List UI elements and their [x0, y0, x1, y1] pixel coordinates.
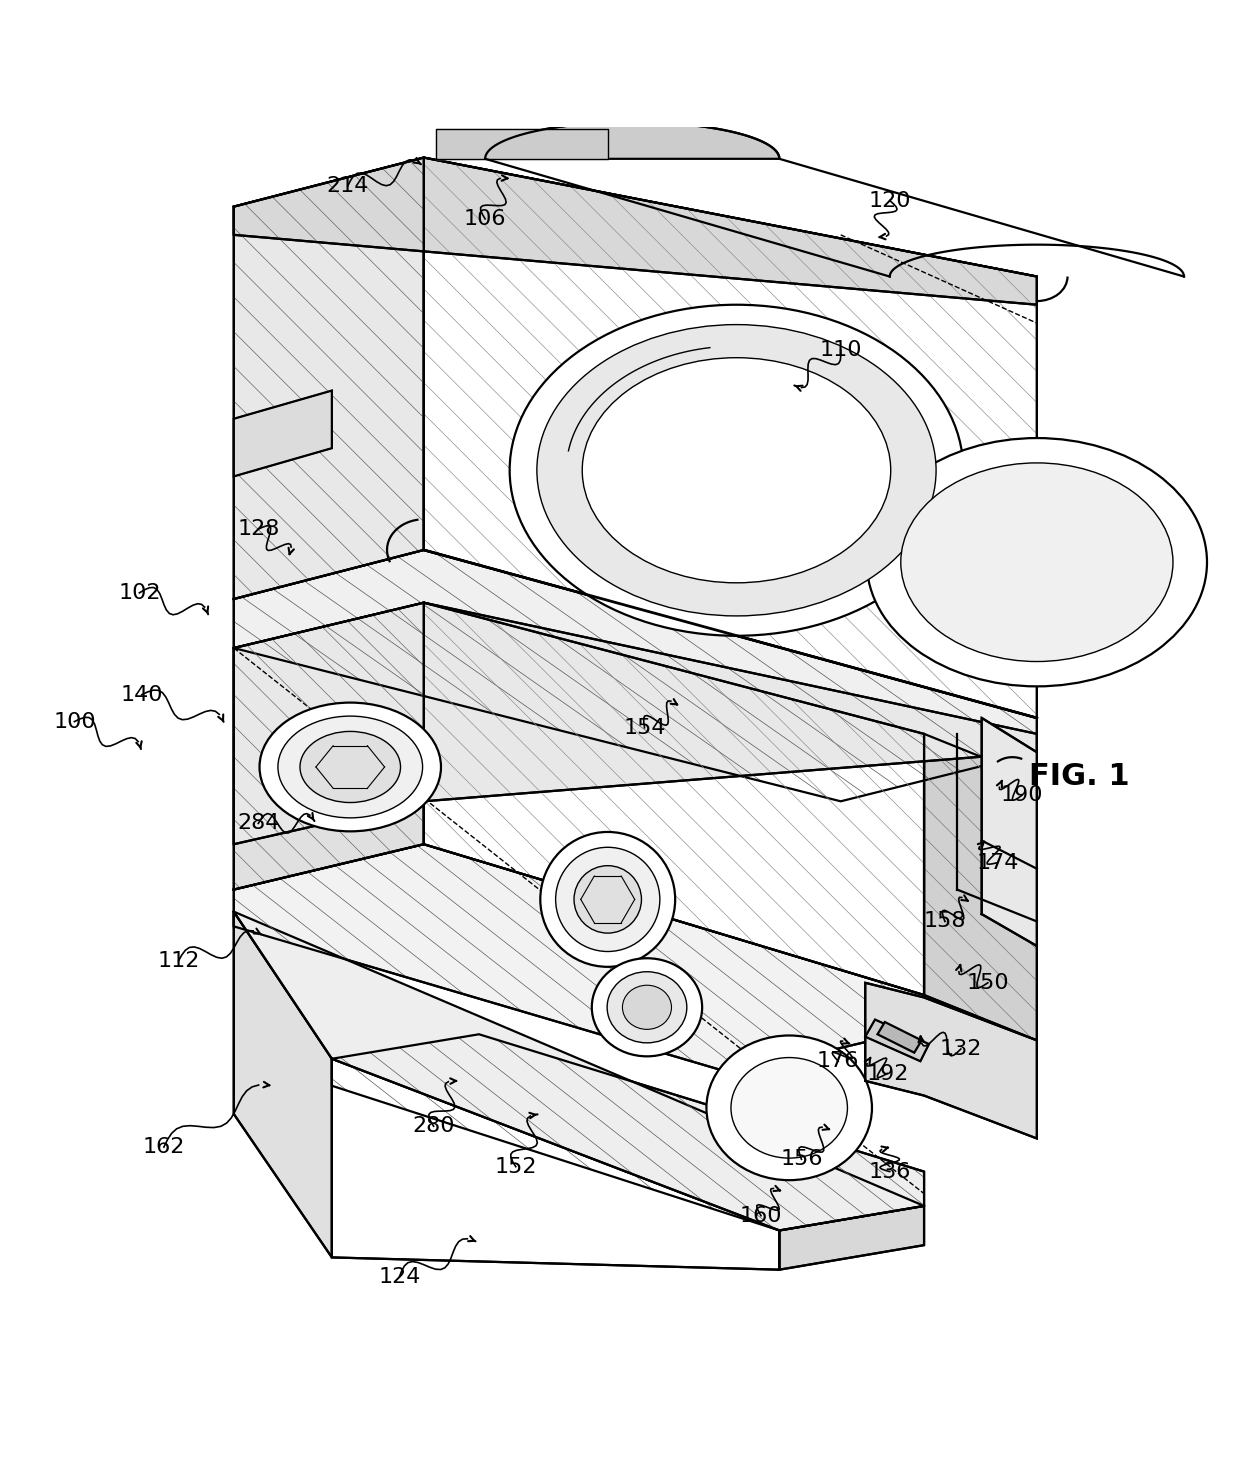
Text: 128: 128 — [237, 519, 279, 539]
Ellipse shape — [608, 972, 687, 1043]
Polygon shape — [234, 391, 332, 477]
Ellipse shape — [537, 324, 936, 616]
Polygon shape — [436, 129, 608, 158]
Ellipse shape — [867, 438, 1207, 687]
Text: 280: 280 — [413, 1116, 455, 1137]
Text: 136: 136 — [868, 1162, 911, 1181]
Polygon shape — [924, 734, 1037, 1040]
Text: 174: 174 — [976, 852, 1019, 873]
Polygon shape — [780, 1206, 924, 1270]
Ellipse shape — [278, 716, 423, 818]
Ellipse shape — [730, 1058, 847, 1159]
Text: 214: 214 — [326, 176, 370, 195]
Polygon shape — [485, 121, 780, 158]
Polygon shape — [866, 983, 1037, 1138]
Text: 120: 120 — [868, 191, 911, 210]
Text: 152: 152 — [495, 1157, 537, 1177]
Text: 156: 156 — [780, 1150, 822, 1169]
Ellipse shape — [574, 866, 641, 932]
Text: 106: 106 — [464, 209, 506, 229]
Polygon shape — [234, 157, 1037, 305]
Text: 140: 140 — [120, 685, 164, 704]
Polygon shape — [234, 912, 924, 1230]
Ellipse shape — [259, 703, 441, 832]
Text: 158: 158 — [924, 912, 966, 931]
Text: 154: 154 — [624, 718, 666, 737]
Polygon shape — [234, 602, 424, 889]
Text: 284: 284 — [237, 814, 279, 833]
Text: 100: 100 — [53, 712, 95, 731]
Text: 102: 102 — [118, 583, 161, 602]
Text: FIG. 1: FIG. 1 — [1029, 762, 1130, 792]
Ellipse shape — [556, 847, 660, 952]
Polygon shape — [234, 157, 424, 599]
Text: 176: 176 — [817, 1051, 859, 1072]
Text: 150: 150 — [966, 972, 1009, 993]
Polygon shape — [234, 912, 332, 1258]
Polygon shape — [424, 602, 924, 995]
Polygon shape — [982, 718, 1037, 946]
Polygon shape — [424, 157, 1037, 718]
Polygon shape — [332, 1035, 924, 1230]
Ellipse shape — [583, 358, 890, 583]
Polygon shape — [234, 602, 1037, 844]
Polygon shape — [332, 1058, 780, 1270]
Ellipse shape — [900, 463, 1173, 662]
Ellipse shape — [622, 986, 672, 1030]
Text: 132: 132 — [940, 1039, 982, 1060]
Ellipse shape — [591, 958, 702, 1057]
Text: 112: 112 — [157, 950, 200, 971]
Ellipse shape — [541, 832, 675, 966]
Ellipse shape — [300, 731, 401, 802]
Polygon shape — [234, 551, 1037, 801]
Text: 110: 110 — [820, 340, 862, 360]
Text: 192: 192 — [866, 1064, 909, 1083]
Ellipse shape — [510, 305, 963, 636]
Text: 190: 190 — [1001, 786, 1043, 805]
Text: 124: 124 — [378, 1267, 420, 1288]
Polygon shape — [866, 1020, 929, 1061]
Polygon shape — [878, 1023, 921, 1052]
Polygon shape — [234, 844, 924, 1073]
Text: 162: 162 — [143, 1137, 185, 1157]
Text: 160: 160 — [740, 1206, 782, 1225]
Ellipse shape — [707, 1036, 872, 1180]
